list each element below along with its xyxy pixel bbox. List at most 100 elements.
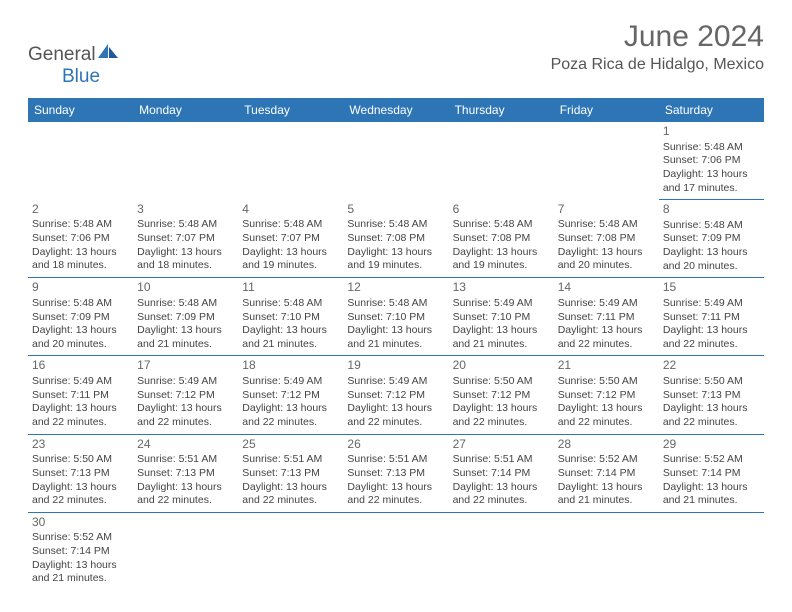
header: General Blue June 2024 Poza Rica de Hida… [28, 20, 764, 88]
calendar-day-cell: 25Sunrise: 5:51 AMSunset: 7:13 PMDayligh… [238, 434, 343, 512]
day-number: 21 [558, 358, 655, 374]
sunset-text: Sunset: 7:12 PM [347, 389, 444, 403]
sunset-text: Sunset: 7:11 PM [32, 389, 129, 403]
daylight-text: Daylight: 13 hours and 20 minutes. [663, 246, 760, 273]
calendar-day-cell: 22Sunrise: 5:50 AMSunset: 7:13 PMDayligh… [659, 356, 764, 434]
sunrise-text: Sunrise: 5:48 AM [137, 218, 234, 232]
sunrise-text: Sunrise: 5:48 AM [242, 297, 339, 311]
sunrise-text: Sunrise: 5:49 AM [663, 297, 760, 311]
calendar-day-cell: 2Sunrise: 5:48 AMSunset: 7:06 PMDaylight… [28, 200, 133, 278]
daylight-text: Daylight: 13 hours and 19 minutes. [242, 246, 339, 273]
sunrise-text: Sunrise: 5:49 AM [32, 375, 129, 389]
sunset-text: Sunset: 7:06 PM [32, 232, 129, 246]
day-number: 30 [32, 515, 129, 531]
daylight-text: Daylight: 13 hours and 22 minutes. [137, 402, 234, 429]
daylight-text: Daylight: 13 hours and 21 minutes. [242, 324, 339, 351]
sunrise-text: Sunrise: 5:51 AM [242, 453, 339, 467]
calendar-day-cell: 4Sunrise: 5:48 AMSunset: 7:07 PMDaylight… [238, 200, 343, 278]
sunset-text: Sunset: 7:14 PM [32, 545, 129, 559]
sunrise-text: Sunrise: 5:48 AM [137, 297, 234, 311]
day-number: 14 [558, 280, 655, 296]
calendar-day-cell [343, 122, 448, 200]
calendar-day-cell: 1Sunrise: 5:48 AMSunset: 7:06 PMDaylight… [659, 122, 764, 200]
sunrise-text: Sunrise: 5:48 AM [32, 218, 129, 232]
sunrise-text: Sunrise: 5:51 AM [137, 453, 234, 467]
daylight-text: Daylight: 13 hours and 18 minutes. [32, 246, 129, 273]
day-number: 13 [453, 280, 550, 296]
daylight-text: Daylight: 13 hours and 22 minutes. [663, 324, 760, 351]
weekday-header: Tuesday [238, 98, 343, 122]
calendar-day-cell: 3Sunrise: 5:48 AMSunset: 7:07 PMDaylight… [133, 200, 238, 278]
logo-text-left: General [28, 44, 96, 65]
daylight-text: Daylight: 13 hours and 18 minutes. [137, 246, 234, 273]
sunset-text: Sunset: 7:14 PM [558, 467, 655, 481]
day-number: 1 [663, 124, 760, 140]
sunrise-text: Sunrise: 5:48 AM [663, 141, 760, 155]
sunset-text: Sunset: 7:09 PM [137, 311, 234, 325]
calendar-day-cell: 29Sunrise: 5:52 AMSunset: 7:14 PMDayligh… [659, 434, 764, 512]
sunrise-text: Sunrise: 5:51 AM [347, 453, 444, 467]
calendar-day-cell: 12Sunrise: 5:48 AMSunset: 7:10 PMDayligh… [343, 278, 448, 356]
day-number: 18 [242, 358, 339, 374]
sunset-text: Sunset: 7:08 PM [453, 232, 550, 246]
day-number: 19 [347, 358, 444, 374]
calendar-day-cell [554, 122, 659, 200]
calendar-day-cell: 13Sunrise: 5:49 AMSunset: 7:10 PMDayligh… [449, 278, 554, 356]
daylight-text: Daylight: 13 hours and 22 minutes. [663, 402, 760, 429]
daylight-text: Daylight: 13 hours and 20 minutes. [32, 324, 129, 351]
calendar-day-cell: 10Sunrise: 5:48 AMSunset: 7:09 PMDayligh… [133, 278, 238, 356]
calendar-day-cell [133, 512, 238, 590]
day-number: 3 [137, 202, 234, 218]
calendar-day-cell: 9Sunrise: 5:48 AMSunset: 7:09 PMDaylight… [28, 278, 133, 356]
calendar-day-cell [659, 512, 764, 590]
calendar-week-row: 1Sunrise: 5:48 AMSunset: 7:06 PMDaylight… [28, 122, 764, 200]
weekday-header: Thursday [449, 98, 554, 122]
day-number: 26 [347, 437, 444, 453]
sunset-text: Sunset: 7:08 PM [558, 232, 655, 246]
calendar-table: Sunday Monday Tuesday Wednesday Thursday… [28, 98, 764, 590]
sunrise-text: Sunrise: 5:52 AM [558, 453, 655, 467]
sunrise-text: Sunrise: 5:50 AM [663, 375, 760, 389]
location: Poza Rica de Hidalgo, Mexico [551, 56, 764, 74]
day-number: 17 [137, 358, 234, 374]
calendar-day-cell [449, 512, 554, 590]
day-number: 27 [453, 437, 550, 453]
calendar-day-cell: 24Sunrise: 5:51 AMSunset: 7:13 PMDayligh… [133, 434, 238, 512]
sunset-text: Sunset: 7:06 PM [663, 154, 760, 168]
daylight-text: Daylight: 13 hours and 22 minutes. [32, 402, 129, 429]
sunset-text: Sunset: 7:11 PM [663, 311, 760, 325]
sunset-text: Sunset: 7:13 PM [32, 467, 129, 481]
day-number: 10 [137, 280, 234, 296]
calendar-day-cell [343, 512, 448, 590]
day-number: 11 [242, 280, 339, 296]
day-number: 12 [347, 280, 444, 296]
daylight-text: Daylight: 13 hours and 19 minutes. [347, 246, 444, 273]
sunset-text: Sunset: 7:12 PM [558, 389, 655, 403]
weekday-header: Saturday [659, 98, 764, 122]
sunset-text: Sunset: 7:12 PM [137, 389, 234, 403]
daylight-text: Daylight: 13 hours and 17 minutes. [663, 168, 760, 195]
sunrise-text: Sunrise: 5:48 AM [663, 219, 760, 233]
calendar-day-cell: 26Sunrise: 5:51 AMSunset: 7:13 PMDayligh… [343, 434, 448, 512]
daylight-text: Daylight: 13 hours and 21 minutes. [347, 324, 444, 351]
day-number: 2 [32, 202, 129, 218]
sunset-text: Sunset: 7:14 PM [663, 467, 760, 481]
calendar-day-cell: 8Sunrise: 5:48 AMSunset: 7:09 PMDaylight… [659, 200, 764, 278]
day-number: 16 [32, 358, 129, 374]
daylight-text: Daylight: 13 hours and 20 minutes. [558, 246, 655, 273]
calendar-week-row: 23Sunrise: 5:50 AMSunset: 7:13 PMDayligh… [28, 434, 764, 512]
calendar-week-row: 30Sunrise: 5:52 AMSunset: 7:14 PMDayligh… [28, 512, 764, 590]
day-number: 6 [453, 202, 550, 218]
day-number: 20 [453, 358, 550, 374]
daylight-text: Daylight: 13 hours and 21 minutes. [137, 324, 234, 351]
sunrise-text: Sunrise: 5:48 AM [347, 218, 444, 232]
sunset-text: Sunset: 7:11 PM [558, 311, 655, 325]
sunrise-text: Sunrise: 5:50 AM [558, 375, 655, 389]
sunset-text: Sunset: 7:07 PM [137, 232, 234, 246]
calendar-day-cell: 11Sunrise: 5:48 AMSunset: 7:10 PMDayligh… [238, 278, 343, 356]
sunset-text: Sunset: 7:13 PM [347, 467, 444, 481]
sunrise-text: Sunrise: 5:48 AM [453, 218, 550, 232]
sunset-text: Sunset: 7:07 PM [242, 232, 339, 246]
calendar-day-cell: 16Sunrise: 5:49 AMSunset: 7:11 PMDayligh… [28, 356, 133, 434]
sunrise-text: Sunrise: 5:49 AM [453, 297, 550, 311]
